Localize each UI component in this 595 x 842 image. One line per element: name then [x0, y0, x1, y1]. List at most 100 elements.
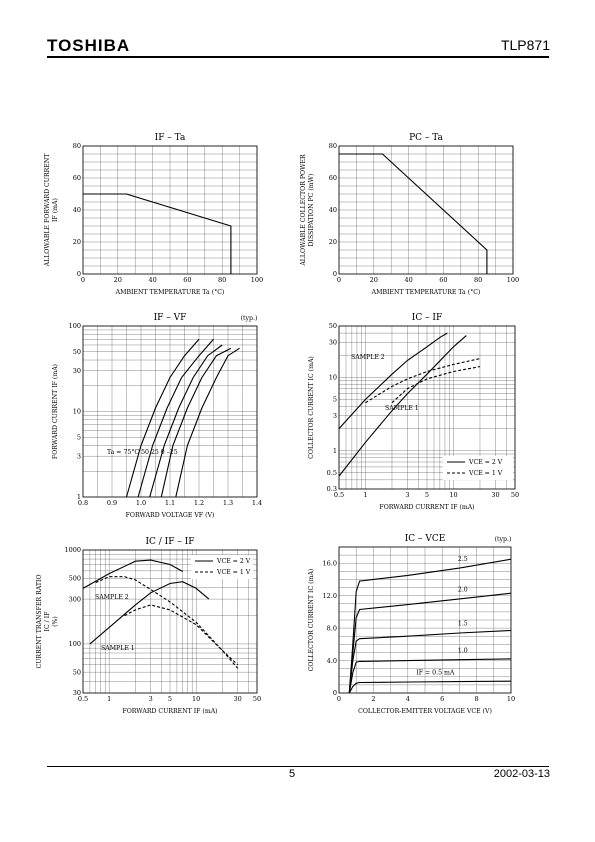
- x-tick-label: 5: [425, 491, 429, 499]
- x-axis-label: FORWARD CURRENT IF (mA): [379, 504, 474, 511]
- x-tick-label: 100: [507, 276, 519, 284]
- sample-1-label: SAMPLE 1: [385, 405, 419, 412]
- x-tick-label: 8: [475, 695, 479, 703]
- sample-1-label: SAMPLE 1: [101, 645, 135, 652]
- y-axis-label: ALLOWABLE FORWARD CURRENT: [44, 153, 51, 268]
- curve-label: IF = 0.5 mA: [416, 669, 455, 676]
- sample-2-label: SAMPLE 2: [351, 354, 385, 361]
- plot-frame: [82, 145, 258, 275]
- y-axis-label: ALLOWABLE COLLECTOR POWER: [300, 154, 307, 267]
- y-axis-label: DISSIPATION PC (mW): [308, 174, 315, 247]
- y-tick-label: 5: [333, 396, 337, 404]
- x-tick-label: 6: [440, 695, 444, 703]
- series-line-1: [83, 193, 232, 274]
- y-axis-label: IF (mA): [52, 198, 59, 222]
- y-tick-label: 4.0: [327, 657, 337, 665]
- plot-frame: [338, 546, 512, 694]
- x-tick-label: 50: [511, 491, 519, 499]
- plot-frame: [338, 145, 514, 275]
- y-tick-label: 20: [73, 238, 81, 246]
- y-tick-label: 1000: [64, 546, 81, 554]
- y-tick-label: 5: [77, 433, 81, 441]
- x-tick-label: 1.3: [223, 499, 233, 507]
- x-tick-label: 40: [148, 276, 156, 284]
- series-line-4: [160, 347, 232, 498]
- x-tick-label: 0.5: [334, 491, 344, 499]
- y-tick-label: 1: [77, 493, 81, 501]
- series-line-1: [348, 558, 512, 694]
- x-tick-label: 20: [370, 276, 378, 284]
- x-tick-label: 0: [337, 695, 341, 703]
- y-tick-label: 30: [73, 689, 81, 697]
- x-axis-label: AMBIENT TEMPERATURE Ta (°C): [115, 289, 225, 296]
- plot-frame: [338, 325, 516, 490]
- x-tick-label: 40: [404, 276, 412, 284]
- y-tick-label: 0.3: [327, 485, 337, 493]
- x-tick-label: 20: [114, 276, 122, 284]
- x-tick-label: 1: [107, 695, 111, 703]
- chart-title: IC – VCE: [405, 534, 446, 544]
- x-tick-label: 0: [337, 276, 341, 284]
- series-line-5: [175, 347, 240, 498]
- y-tick-label: 8.0: [327, 624, 337, 632]
- plot-frame: [82, 549, 258, 694]
- y-tick-label: 100: [69, 640, 81, 648]
- y-tick-label: 30: [73, 367, 81, 375]
- curve-label: 2.0: [458, 587, 468, 594]
- y-tick-label: 0: [77, 270, 81, 278]
- y-tick-label: 40: [73, 206, 81, 214]
- x-tick-label: 2: [371, 695, 375, 703]
- y-tick-label: 0.5: [327, 469, 337, 477]
- y-tick-label: 30: [329, 338, 337, 346]
- curve-label: 2.5: [458, 556, 468, 563]
- x-tick-label: 1.1: [165, 499, 175, 507]
- y-axis-label: COLLECTOR CURRENT IC (mA): [308, 569, 315, 672]
- x-tick-label: 60: [439, 276, 447, 284]
- x-axis-label: COLLECTOR-EMITTER VOLTAGE VCE (V): [358, 708, 492, 715]
- x-tick-label: 3: [149, 695, 153, 703]
- y-tick-label: 10: [73, 408, 81, 416]
- series-line-3: [348, 629, 512, 694]
- y-tick-label: 0: [333, 689, 337, 697]
- y-tick-label: 300: [69, 595, 81, 603]
- series-line-2: [137, 338, 214, 498]
- document-date: 2002-03-13: [493, 768, 550, 780]
- x-tick-label: 0.9: [107, 499, 117, 507]
- y-tick-label: 10: [329, 373, 337, 381]
- x-tick-label: 30: [491, 491, 499, 499]
- x-tick-label: 1: [363, 491, 367, 499]
- y-axis-label: CURRENT TRANSFER RATIO: [36, 574, 43, 668]
- legend-box: [191, 555, 253, 579]
- series-line-2: [338, 335, 467, 477]
- legend-entry: VCE = 2 V: [216, 558, 251, 565]
- x-tick-label: 30: [234, 695, 242, 703]
- y-axis-label: FORWARD CURRENT IF (mA): [52, 364, 59, 459]
- series-line-4: [348, 658, 512, 694]
- curve-label: 1.5: [458, 621, 468, 628]
- header-rule: [47, 56, 549, 58]
- y-tick-label: 3: [77, 452, 81, 460]
- series-line-3: [95, 576, 239, 669]
- y-tick-label: 0: [333, 270, 337, 278]
- series-line-1: [82, 559, 183, 589]
- x-axis-label: AMBIENT TEMPERATURE Ta (°C): [371, 289, 481, 296]
- chart-title-note: (typ.): [241, 315, 258, 322]
- chart-title-note: (typ.): [495, 536, 512, 543]
- x-tick-label: 80: [218, 276, 226, 284]
- x-tick-label: 1.0: [136, 499, 146, 507]
- curve-label: 1.0: [458, 647, 468, 654]
- series-line-4: [391, 366, 481, 404]
- x-tick-label: 60: [183, 276, 191, 284]
- x-tick-label: 5: [168, 695, 172, 703]
- y-tick-label: 40: [329, 206, 337, 214]
- x-tick-label: 10: [192, 695, 200, 703]
- y-tick-label: 100: [69, 322, 81, 330]
- x-tick-label: 3: [405, 491, 409, 499]
- y-tick-label: 20: [329, 238, 337, 246]
- x-tick-label: 1.2: [194, 499, 204, 507]
- y-tick-label: 500: [69, 574, 81, 582]
- series-line-4: [124, 604, 239, 666]
